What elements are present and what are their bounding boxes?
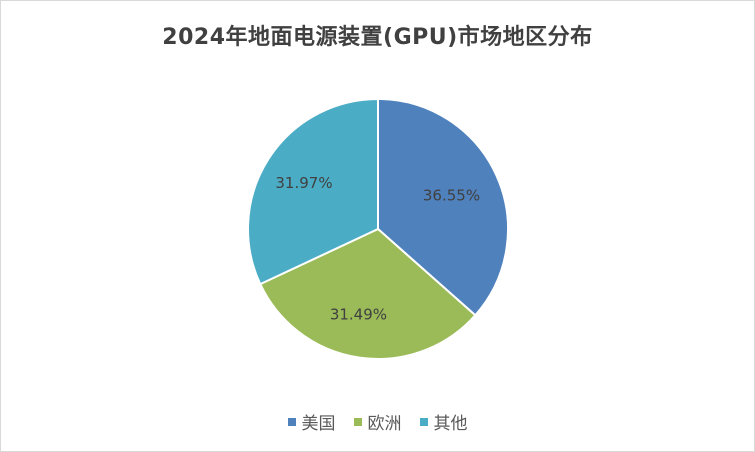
pie-data-label-2: 31.49%: [330, 305, 387, 323]
legend-item-1: 美国: [287, 409, 336, 434]
legend-label: 美国: [301, 414, 336, 434]
pie-slice-2: [258, 227, 477, 360]
pie-data-label-1: 36.55%: [423, 186, 480, 204]
legend-label: 其他: [433, 414, 468, 434]
legend-item-3: 其他: [419, 409, 468, 434]
pie-slice-3: [247, 97, 379, 286]
pie-slices: [247, 97, 509, 360]
legend: 美国 欧洲 其他: [1, 409, 754, 434]
pie-data-label-3: 31.97%: [275, 174, 332, 192]
legend-swatch: [353, 417, 362, 426]
chart-title: 2024年地面电源装置(GPU)市场地区分布: [162, 25, 593, 50]
legend-swatch: [287, 417, 296, 426]
pie-slice-1: [377, 97, 509, 317]
legend-swatch: [419, 417, 428, 426]
legend-label: 欧洲: [367, 414, 402, 434]
legend-item-2: 欧洲: [353, 409, 402, 434]
pie-labels: 36.55% 31.49% 31.97%: [275, 174, 480, 323]
